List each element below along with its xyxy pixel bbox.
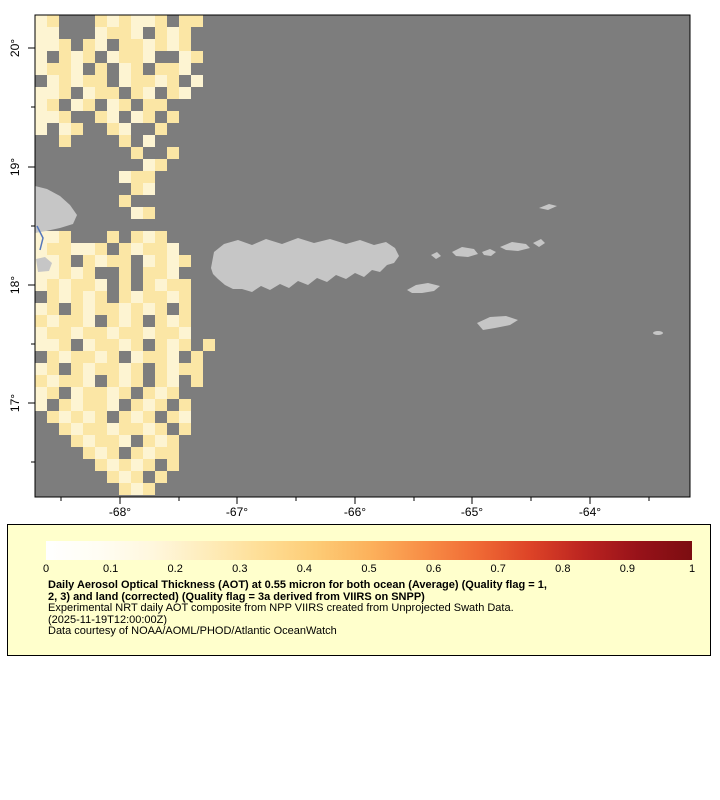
colorbar-tick-label: 0.3 [232, 563, 248, 575]
lon-axis-label: -65° [461, 505, 483, 519]
puerto-rico-landmass [211, 238, 399, 292]
map-frame [34, 14, 691, 498]
colorbar-tick-label: 0 [42, 563, 50, 575]
colorbar-tick-label: 0.8 [555, 563, 571, 575]
lat-axis-label: 19° [8, 158, 22, 176]
hispaniola-landmass [35, 186, 77, 233]
st-john-island [482, 249, 496, 256]
lat-axis-label: 18° [8, 276, 22, 294]
vieques-island [407, 283, 440, 293]
colorbar-tick-label: 0.7 [490, 563, 506, 575]
culebra-island [431, 252, 441, 259]
legend-timestamp: (2025-11-19T12:00:00Z) [48, 613, 168, 626]
lat-axis-label: 17° [8, 394, 22, 412]
lat-axis-label: 20° [8, 39, 22, 57]
colorbar-tick-label: 0.2 [167, 563, 183, 575]
lon-axis-label: -68° [109, 505, 131, 519]
tortola-island [500, 242, 530, 251]
colorbar-tick-label: 0.1 [102, 563, 119, 575]
legend-title-line1: Daily Aerosol Optical Thickness (AOT) at… [48, 579, 547, 591]
map-axes: 20° 19° 18° 17° -68° -67° -66° -65° -64° [8, 39, 650, 519]
landmasses [35, 186, 663, 335]
coastline-segment [36, 225, 44, 251]
colorbar-tick-label: 1 [688, 563, 696, 575]
colorbar-tick-label: 0.9 [619, 563, 636, 575]
lon-axis-label: -64° [579, 505, 601, 519]
colorbar-tick-label: 0.6 [425, 563, 442, 575]
legend-title-line2: 2, 3) and land (corrected) (Quality flag… [48, 590, 425, 603]
colorbar-tick-label: 0.4 [296, 563, 313, 575]
virgin-gorda-island [533, 239, 545, 247]
legend-box: 0 0.1 0.2 0.3 0.4 0.5 0.6 0.7 0.8 0.9 1 Daily Aero… [7, 524, 711, 656]
lon-axis-label: -67° [226, 505, 248, 519]
lon-axis-label: -66° [344, 505, 366, 519]
colorbar-tick-label: 0.5 [361, 563, 377, 575]
legend-text-block: Daily Aerosol Optical Thickness (AOT) at… [48, 579, 547, 638]
saona-island [36, 257, 52, 272]
aot-data-cells [35, 15, 215, 495]
small-island-speck [653, 331, 663, 335]
st-croix-island [477, 316, 518, 330]
st-thomas-island [452, 247, 478, 257]
legend-credit: Data courtesy of NOAA/AOML/PHOD/Atlantic… [48, 625, 337, 638]
colorbar-tick-labels: 0 0.1 0.2 0.3 0.4 0.5 0.6 0.7 0.8 0.9 1 [42, 563, 696, 578]
aot-colorbar [46, 541, 692, 560]
legend-subtitle: Experimental NRT daily AOT composite fro… [48, 602, 514, 615]
anegada-island [539, 204, 557, 210]
aot-map: 20° 19° 18° 17° -68° -67° -66° -65° -64° [8, 14, 691, 519]
